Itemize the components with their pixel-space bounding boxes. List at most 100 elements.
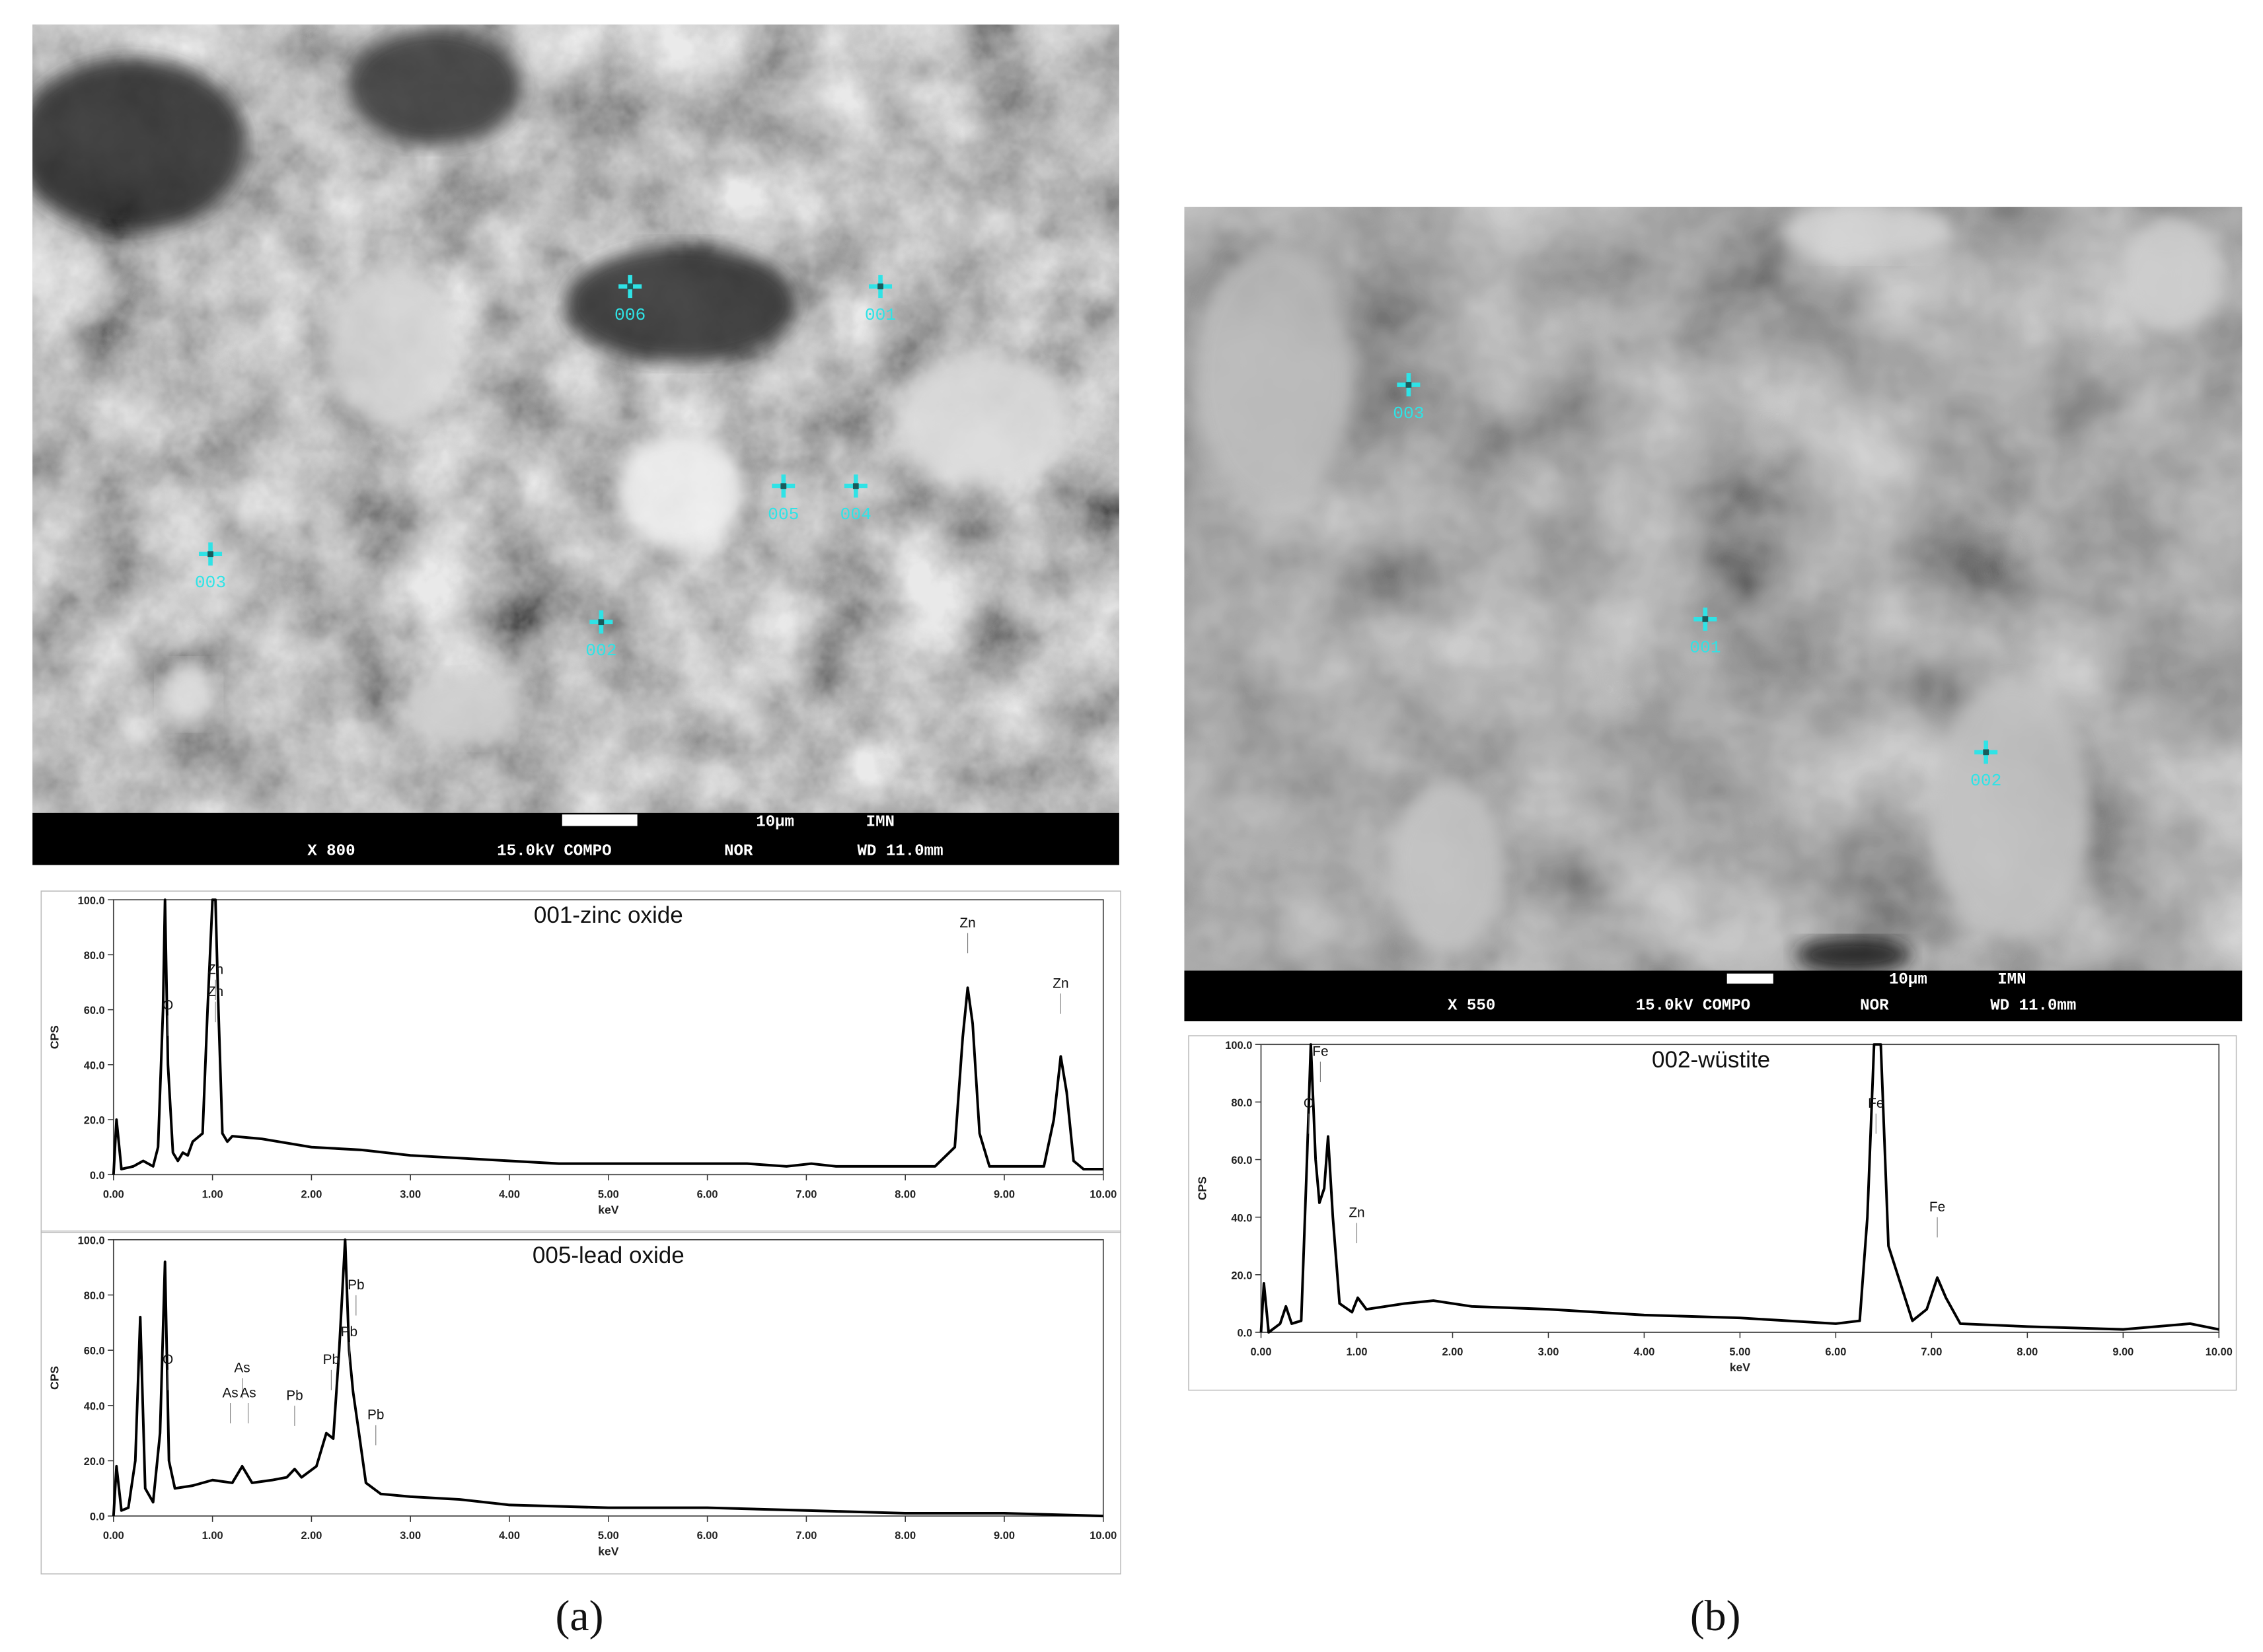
grain [326, 268, 457, 427]
chart-title: 001-zinc oxide [534, 902, 683, 928]
info-bar [1184, 970, 2243, 1022]
spectrum-line [112, 898, 1103, 1175]
sem-info: 15.0kV COMPO [1636, 997, 1750, 1015]
grain [159, 663, 218, 727]
grain [565, 246, 797, 362]
x-tick-label: 3.00 [1538, 1346, 1559, 1358]
x-tick-label: 8.00 [2017, 1346, 2038, 1358]
chart-title: 005-lead oxide [533, 1242, 685, 1268]
scale-bar [562, 814, 638, 826]
x-tick-label: 10.00 [1090, 1530, 1117, 1542]
point-label: 002 [1970, 771, 2001, 791]
y-tick-label: 40.0 [84, 1059, 105, 1071]
peak-label: Pb [348, 1277, 364, 1293]
point-center [780, 483, 787, 489]
x-tick-label: 8.00 [895, 1530, 916, 1542]
chart-frame [40, 890, 1121, 1233]
peak-label: Pb [341, 1324, 357, 1340]
x-tick-label: 5.00 [598, 1530, 619, 1542]
y-tick-label: 100.0 [78, 895, 105, 907]
y-tick-label: 80.0 [84, 1290, 105, 1302]
y-tick-label: 40.0 [84, 1400, 105, 1412]
x-axis-label: keV [1730, 1361, 1750, 1374]
grain [2120, 217, 2222, 333]
y-tick-label: 20.0 [84, 1115, 105, 1127]
sem-info: X 800 [307, 842, 355, 860]
y-tick-label: 0.0 [90, 1511, 105, 1523]
panel-label: (a) [556, 1592, 604, 1640]
x-tick-label: 10.00 [2206, 1346, 2233, 1358]
point-label: 002 [585, 641, 616, 661]
x-tick-label: 0.00 [1251, 1346, 1272, 1358]
point-center [852, 483, 859, 489]
x-tick-label: 0.00 [103, 1188, 124, 1200]
point-center [1983, 749, 1989, 756]
grain [897, 354, 1072, 485]
spectrum-chart: 0.00 1.00 2.00 3.00 4.00 5.00 6.00 7.00 8.00 9.00… [40, 1230, 1121, 1575]
peak-label: As [234, 1361, 250, 1376]
x-tick-label: 6.00 [697, 1530, 718, 1542]
sem-info: IMN [866, 814, 895, 832]
point-center [207, 551, 213, 557]
y-tick-label: 80.0 [84, 950, 105, 962]
x-tick-label: 2.00 [301, 1188, 322, 1200]
y-tick-label: 60.0 [1231, 1155, 1252, 1167]
sem-info: WD 11.0mm [857, 842, 943, 860]
peak-label: O [1304, 1096, 1314, 1111]
micrograph [1184, 207, 2243, 971]
grain [1390, 781, 1506, 955]
point-label: 004 [840, 505, 872, 524]
y-tick-label: 0.0 [90, 1170, 105, 1182]
sem-info: NOR [724, 842, 753, 860]
y-tick-label: 0.0 [1238, 1328, 1253, 1340]
x-tick-label: 9.00 [994, 1530, 1015, 1542]
y-axis-label: CPS [48, 1025, 61, 1049]
x-tick-label: 9.00 [2112, 1346, 2133, 1358]
point-center [598, 619, 605, 626]
y-tick-label: 80.0 [1231, 1097, 1252, 1109]
x-tick-label: 5.00 [1729, 1346, 1750, 1358]
spectrum-chart: 0.00 1.00 2.00 3.00 4.00 5.00 6.00 7.00 8.00 9.00… [40, 890, 1121, 1233]
y-tick-label: 100.0 [78, 1235, 105, 1246]
micrograph [32, 24, 1119, 813]
x-tick-label: 9.00 [994, 1188, 1015, 1200]
peak-label: Fe [1929, 1200, 1945, 1215]
x-tick-label: 4.00 [499, 1530, 520, 1542]
peak-label: Zn [1349, 1205, 1364, 1221]
point-label: 003 [195, 573, 226, 593]
x-tick-label: 2.00 [301, 1530, 322, 1542]
panel-label: (b) [1690, 1592, 1741, 1640]
y-tick-label: 100.0 [1225, 1040, 1252, 1052]
x-tick-label: 7.00 [796, 1188, 817, 1200]
x-tick-label: 4.00 [1633, 1346, 1654, 1358]
peak-label: Zn [1053, 976, 1068, 991]
x-tick-label: 8.00 [895, 1188, 916, 1200]
x-tick-label: 5.00 [598, 1188, 619, 1200]
point-center [1405, 382, 1412, 388]
grain [1795, 937, 1911, 971]
x-axis-label: keV [598, 1544, 618, 1558]
point-center [877, 283, 883, 290]
grain [615, 434, 746, 550]
sem-info: 10µm [1889, 971, 1927, 989]
spectrum-chart: 0.00 1.00 2.00 3.00 4.00 5.00 6.00 7.00 8.00 9.00… [1188, 1035, 2237, 1391]
point-center [1702, 616, 1709, 622]
peak-label: As [240, 1385, 256, 1400]
spectrum-line [1259, 1043, 2219, 1334]
spectrum-line [112, 1238, 1103, 1518]
x-tick-label: 1.00 [202, 1188, 223, 1200]
y-tick-label: 60.0 [84, 1346, 105, 1357]
point-label: 001 [865, 305, 896, 325]
scale-bar [1726, 973, 1773, 984]
x-tick-label: 1.00 [1347, 1346, 1368, 1358]
plot-area [112, 1239, 1104, 1517]
peak-label: Zn [959, 916, 975, 931]
sem-info: X 550 [1448, 997, 1495, 1015]
y-tick-label: 40.0 [1231, 1212, 1252, 1224]
peak-label: Fe [1868, 1096, 1884, 1111]
x-tick-label: 7.00 [796, 1530, 817, 1542]
grain [348, 28, 522, 145]
x-tick-label: 2.00 [1442, 1346, 1463, 1358]
grain [32, 57, 247, 232]
